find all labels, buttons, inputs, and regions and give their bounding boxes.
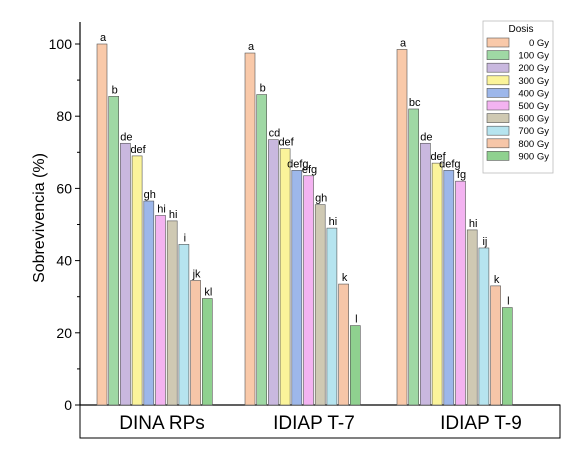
bar (431, 162, 443, 406)
significance-label: k (494, 274, 500, 286)
bar (349, 325, 361, 406)
significance-label: def (278, 137, 294, 149)
significance-label: ij (482, 236, 487, 248)
significance-label: defg (439, 158, 460, 170)
legend-swatch (486, 50, 510, 60)
bar (96, 43, 108, 406)
bar (244, 52, 256, 406)
bar (143, 200, 155, 406)
significance-label: fg (457, 169, 466, 181)
significance-label: de (420, 131, 432, 143)
bar (501, 307, 513, 406)
bars (96, 43, 513, 406)
bar (396, 49, 408, 406)
significance-label: a (100, 32, 107, 44)
bar (490, 285, 501, 406)
bar (303, 175, 314, 406)
significance-label: hi (157, 203, 166, 215)
category-label: IDIAP T-7 (273, 413, 355, 434)
legend-swatch (486, 138, 510, 149)
legend-swatch (486, 75, 510, 86)
legend-entry: 900 Gy (518, 151, 549, 162)
legend-swatch (486, 151, 510, 161)
legend-swatch (486, 88, 510, 98)
bar (338, 283, 349, 406)
legend-entry: 200 Gy (518, 63, 549, 74)
significance-label: i (184, 232, 186, 244)
bar (279, 148, 291, 406)
significance-label: efg (302, 164, 317, 176)
legend-swatch (486, 113, 510, 123)
y-tick-label: 40 (56, 253, 72, 269)
significance-label: cd (269, 128, 281, 140)
bar (455, 180, 466, 406)
legend-entry: 0 Gy (529, 38, 549, 49)
significance-label: l (507, 296, 509, 308)
legend-swatch (486, 125, 510, 136)
y-axis-title: Sobrevivencia (%) (31, 153, 48, 283)
y-tick-label: 80 (56, 108, 72, 124)
y-tick-label: 0 (64, 397, 72, 413)
bar (166, 220, 178, 406)
legend-entry: 700 Gy (518, 126, 549, 137)
category-label: IDIAP T-9 (440, 413, 522, 434)
legend-entry: 600 Gy (518, 114, 549, 125)
legend-swatch (486, 37, 510, 48)
bar (466, 229, 478, 406)
bar (314, 204, 326, 406)
significance-label: a (248, 41, 255, 53)
significance-label: a (400, 37, 407, 49)
bar (120, 142, 131, 406)
bar (420, 142, 431, 406)
legend-entry: 300 Gy (518, 76, 549, 87)
significance-label: k (342, 272, 348, 284)
bar (408, 108, 420, 406)
significance-label: gh (315, 193, 327, 205)
significance-label: b (112, 84, 118, 96)
bar (443, 170, 455, 406)
category-label: DINA RPs (119, 413, 205, 434)
significance-label: kl (204, 287, 212, 299)
significance-label: def (430, 151, 446, 163)
legend-entry: 100 Gy (518, 51, 549, 62)
significance-label: hi (469, 218, 478, 230)
y-tick-label: 60 (56, 180, 72, 196)
legend-entry: 800 Gy (518, 139, 549, 150)
legend-swatch (486, 100, 510, 111)
bar (190, 280, 201, 406)
legend-entry: 400 Gy (518, 88, 549, 99)
significance-label: b (260, 83, 266, 95)
bar (178, 244, 190, 406)
bar (291, 170, 303, 406)
bar (108, 96, 119, 406)
bar (155, 215, 166, 406)
legend-title: Dosis (508, 24, 533, 35)
significance-label: defg (287, 158, 308, 170)
significance-label: hi (169, 209, 178, 221)
bar (478, 247, 490, 406)
y-tick-label: 100 (49, 36, 73, 52)
legend-entry: 500 Gy (518, 101, 549, 112)
significance-label: hi (329, 216, 338, 228)
bar (326, 227, 338, 406)
significance-label: de (120, 131, 132, 143)
significance-label: jk (192, 268, 201, 280)
significance-label: bc (409, 97, 421, 109)
significance-label: def (130, 144, 146, 156)
legend-swatch (486, 62, 510, 73)
y-tick-label: 20 (56, 325, 72, 341)
bar (268, 139, 279, 406)
y-axis: 0 20 40 60 80 100 (49, 36, 80, 413)
bar (256, 94, 268, 406)
significance-label: l (355, 314, 357, 326)
x-axis: DINA RPs IDIAP T-7 IDIAP T-9 (119, 413, 522, 434)
bar (202, 298, 213, 406)
significance-label: gh (144, 189, 156, 201)
bar (131, 155, 143, 406)
